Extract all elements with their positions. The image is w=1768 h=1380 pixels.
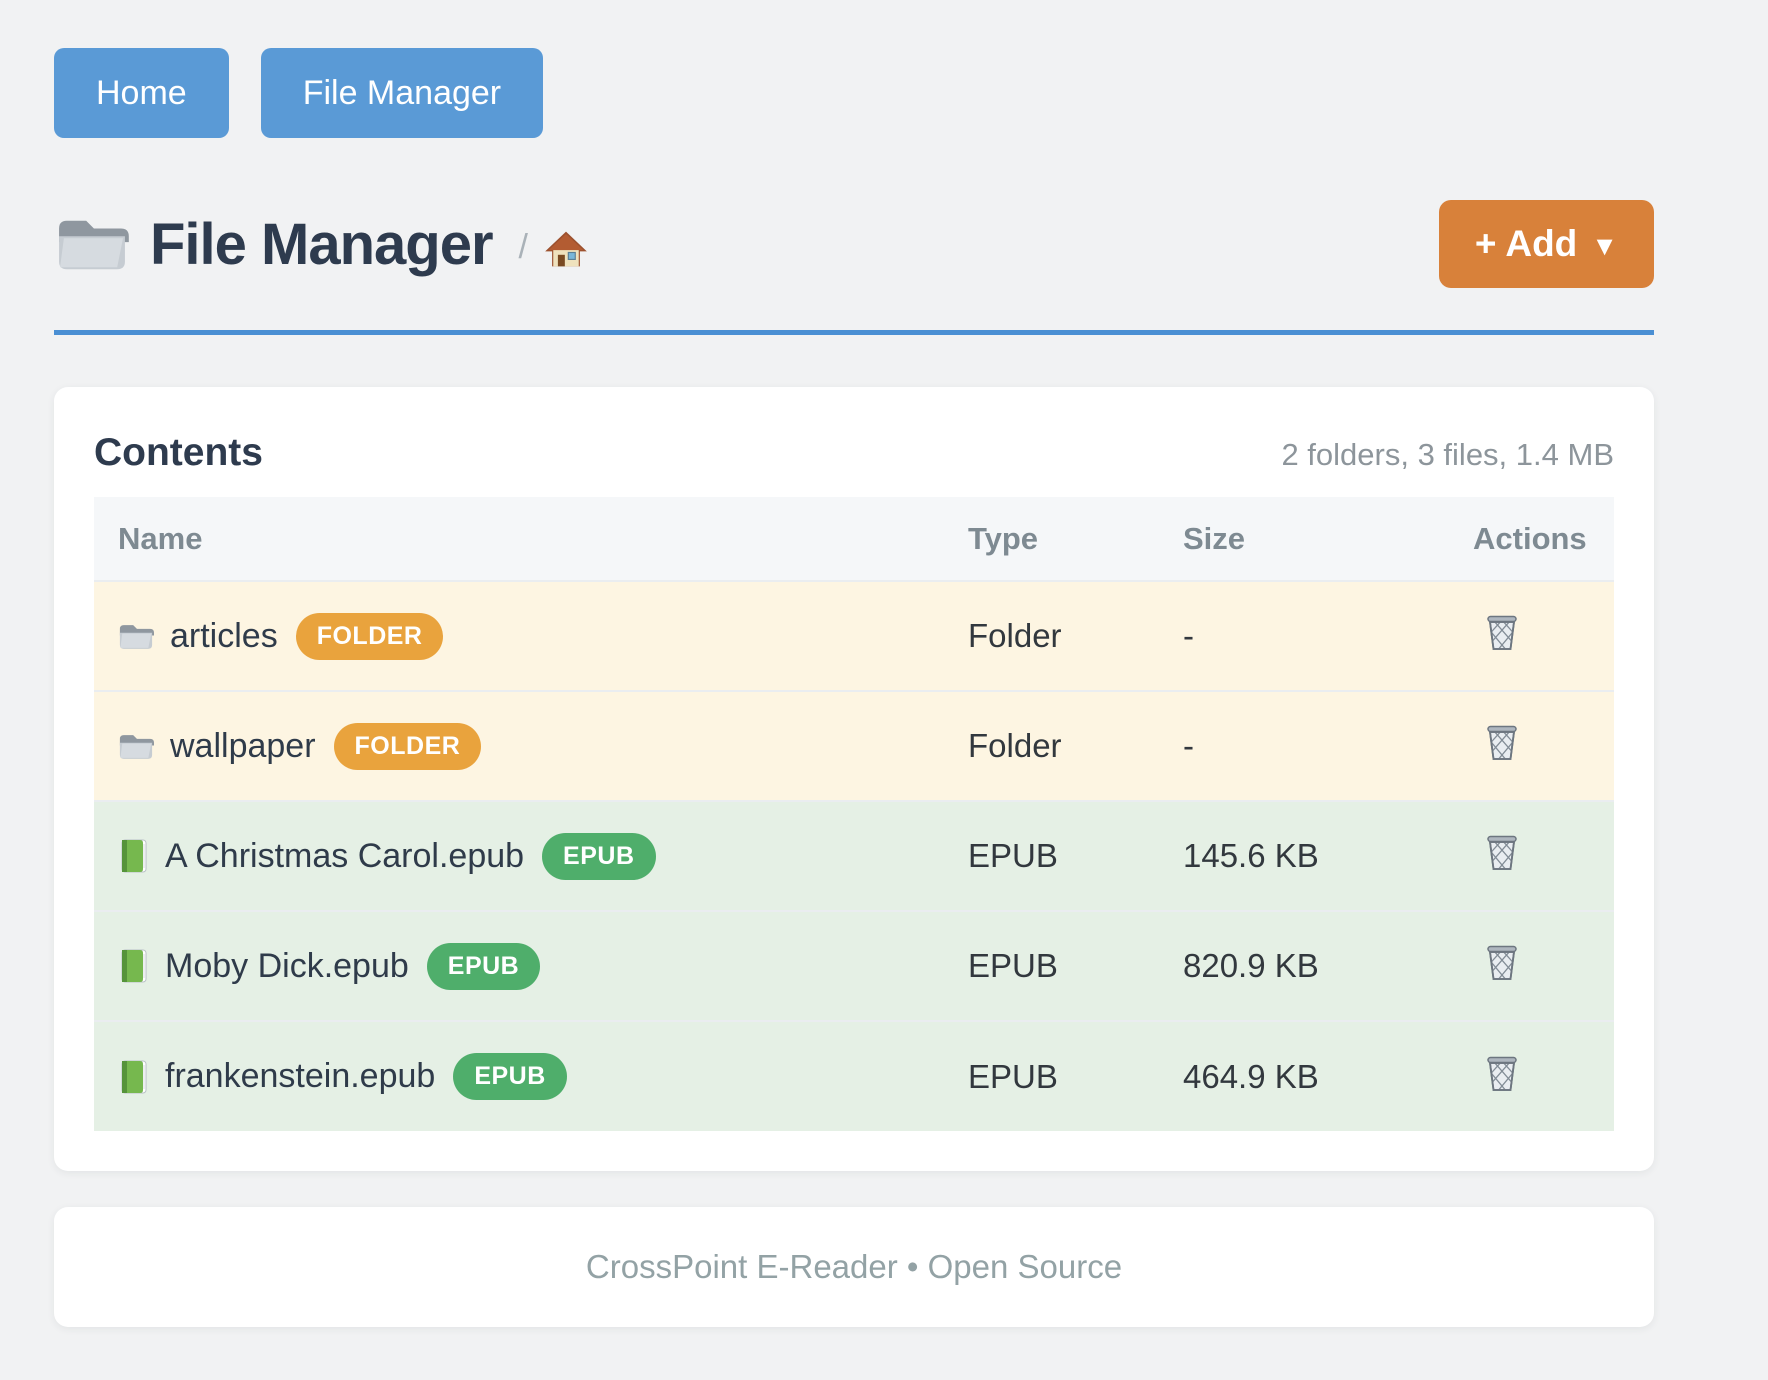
trash-icon: [1485, 833, 1519, 871]
caret-down-icon: ▼: [1591, 230, 1618, 261]
entry-size: -: [1159, 690, 1449, 801]
green-book-icon: [121, 839, 147, 873]
page-title: File Manager: [150, 211, 494, 277]
table-row-articles[interactable]: articles FOLDER Folder -: [94, 580, 1614, 691]
footer-text: CrossPoint E-Reader • Open Source: [585, 1248, 1123, 1285]
entry-type: Folder: [944, 690, 1159, 801]
add-button-label: + Add: [1474, 223, 1578, 264]
home-nav-button[interactable]: Home: [54, 48, 229, 138]
type-badge: EPUB: [426, 942, 541, 990]
entry-size: 145.6 KB: [1159, 800, 1449, 911]
trash-icon: [1485, 723, 1519, 761]
file-manager-nav-button[interactable]: File Manager: [260, 48, 544, 138]
type-badge: FOLDER: [333, 722, 482, 770]
delete-button[interactable]: [1485, 723, 1519, 761]
column-header-name: Name: [94, 497, 944, 581]
entry-name: Moby Dick.epub: [165, 946, 409, 985]
entry-size: 820.9 KB: [1159, 910, 1449, 1021]
delete-button[interactable]: [1485, 613, 1519, 651]
folder-icon: [119, 624, 154, 649]
green-book-icon: [121, 949, 147, 983]
folder-icon: [119, 734, 154, 759]
table-header-row: Name Type Size Actions: [94, 497, 1614, 581]
column-header-actions: Actions: [1449, 497, 1614, 581]
contents-card: Contents 2 folders, 3 files, 1.4 MB Name…: [54, 387, 1654, 1171]
delete-button[interactable]: [1485, 833, 1519, 871]
folder-icon: [59, 220, 129, 270]
entry-name: frankenstein.epub: [165, 1057, 436, 1095]
trash-icon: [1485, 1054, 1519, 1092]
trash-icon: [1485, 613, 1519, 651]
entry-type: EPUB: [944, 910, 1159, 1021]
top-nav: Home File Manager: [54, 0, 1654, 138]
table-row-frankenstein[interactable]: frankenstein.epub EPUB EPUB 464.9 KB: [94, 1020, 1614, 1131]
page-header: File Manager / + Add ▼: [54, 200, 1654, 335]
delete-button[interactable]: [1485, 1054, 1519, 1092]
type-badge: FOLDER: [295, 612, 444, 660]
column-header-type: Type: [944, 497, 1159, 581]
file-table: Name Type Size Actions articles FOLDER: [94, 497, 1614, 1131]
home-icon[interactable]: [544, 229, 588, 269]
entry-name: A Christmas Carol.epub: [165, 836, 525, 875]
title-group: File Manager /: [54, 211, 588, 278]
delete-button[interactable]: [1485, 943, 1519, 981]
entry-size: 464.9 KB: [1159, 1020, 1449, 1131]
entry-size: -: [1159, 580, 1449, 691]
table-row-christmas-carol[interactable]: A Christmas Carol.epub EPUB EPUB 145.6 K…: [94, 800, 1614, 911]
footer: CrossPoint E-Reader • Open Source: [54, 1207, 1654, 1327]
trash-icon: [1485, 943, 1519, 981]
page-container: Home File Manager File Manager / + Add ▼…: [54, 0, 1654, 1327]
column-header-size: Size: [1159, 497, 1449, 581]
entry-name: wallpaper: [170, 726, 316, 765]
add-button[interactable]: + Add ▼: [1438, 200, 1654, 288]
entry-name: articles: [170, 616, 278, 655]
type-badge: EPUB: [542, 832, 656, 880]
table-row-wallpaper[interactable]: wallpaper FOLDER Folder -: [94, 690, 1614, 801]
entry-type: EPUB: [944, 800, 1159, 911]
breadcrumb-separator: /: [518, 227, 528, 266]
contents-title: Contents: [94, 431, 263, 474]
contents-card-header: Contents 2 folders, 3 files, 1.4 MB: [94, 423, 1614, 475]
green-book-icon: [121, 1060, 147, 1093]
contents-summary: 2 folders, 3 files, 1.4 MB: [1281, 437, 1614, 472]
type-badge: EPUB: [453, 1053, 567, 1100]
table-row-moby-dick[interactable]: Moby Dick.epub EPUB EPUB 820.9 KB: [94, 910, 1614, 1021]
entry-type: Folder: [944, 580, 1159, 691]
entry-type: EPUB: [944, 1020, 1159, 1131]
